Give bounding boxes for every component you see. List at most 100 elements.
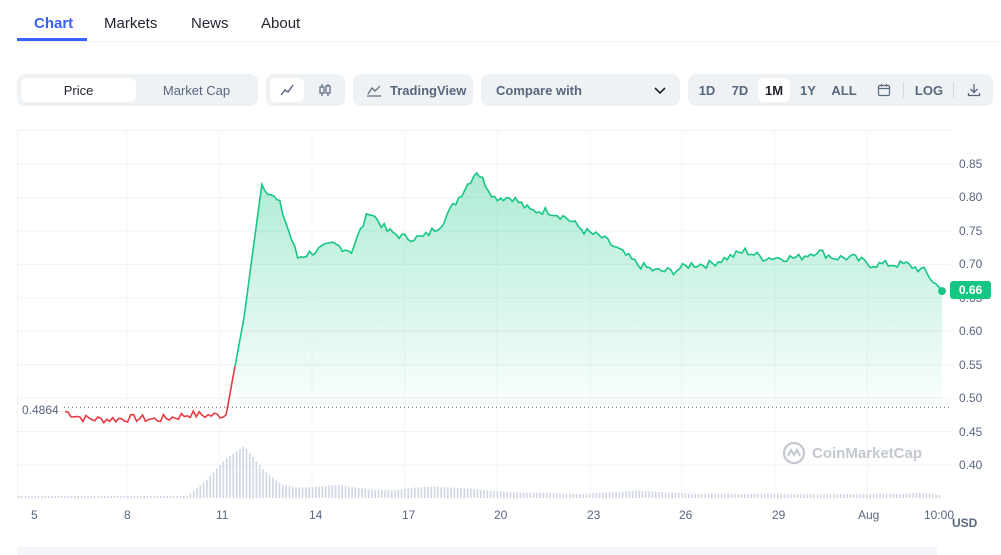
volume-bar	[344, 486, 347, 498]
volume-bar	[430, 486, 433, 498]
range-1y-button[interactable]: 1Y	[800, 82, 816, 98]
market-cap-button[interactable]: Market Cap	[162, 82, 231, 98]
volume-bar	[658, 491, 660, 498]
top-tabs: Chart Markets News About	[17, 0, 1001, 42]
volume-bar	[245, 448, 248, 498]
volume-bar	[826, 494, 829, 498]
volume-bars	[18, 446, 941, 498]
volume-bar	[763, 493, 766, 498]
volume-bar	[387, 490, 390, 498]
volume-bar	[588, 493, 591, 498]
x-tick-label: 8	[124, 508, 131, 522]
volume-bar	[506, 491, 508, 498]
volume-bar	[569, 493, 571, 498]
volume-bar	[410, 487, 413, 498]
volume-bar	[526, 492, 528, 498]
y-tick-label: 0.75	[959, 223, 983, 238]
line-chart-button[interactable]	[270, 78, 304, 102]
volume-bar	[654, 491, 657, 498]
volume-bar	[225, 458, 228, 498]
volume-bar	[846, 493, 848, 498]
volume-bar	[681, 493, 683, 498]
volume-bar	[694, 493, 697, 498]
volume-bar	[856, 494, 858, 498]
y-tick-label: 0.40	[959, 458, 983, 472]
volume-bar	[77, 496, 79, 498]
volume-bar	[427, 486, 429, 498]
chart-style-toggle	[266, 74, 345, 106]
volume-bar	[793, 494, 796, 498]
volume-bar	[529, 492, 532, 498]
volume-bar	[473, 489, 475, 498]
volume-bar	[351, 486, 353, 498]
volume-bar	[126, 496, 129, 498]
volume-bar	[909, 493, 911, 498]
candlestick-icon	[318, 84, 331, 96]
download-button[interactable]	[960, 78, 988, 102]
volume-bar	[90, 496, 93, 498]
volume-bar	[453, 487, 456, 498]
volume-bar	[18, 496, 20, 498]
volume-bar	[737, 493, 739, 498]
volume-bar	[905, 493, 908, 498]
candlestick-button[interactable]	[308, 78, 341, 102]
tradingview-button[interactable]: TradingView	[353, 74, 473, 106]
volume-bar	[183, 496, 185, 498]
volume-bar	[727, 493, 730, 498]
volume-bar	[618, 491, 621, 498]
range-1m-button[interactable]: 1M	[758, 78, 790, 102]
volume-bar	[103, 496, 106, 498]
volume-bar	[783, 494, 786, 498]
volume-bar	[308, 487, 310, 498]
volume-bar	[542, 492, 545, 498]
volume-bar	[810, 494, 812, 498]
volume-bar	[423, 486, 426, 498]
volume-bar	[684, 493, 687, 498]
log-scale-button[interactable]: LOG	[914, 82, 944, 98]
volume-bar	[252, 456, 254, 498]
volume-bar	[786, 494, 789, 498]
volume-bar	[480, 489, 482, 498]
volume-bar	[651, 491, 654, 498]
volume-bar	[750, 493, 753, 498]
volume-bar	[272, 477, 274, 498]
tab-chart[interactable]: Chart	[34, 15, 74, 32]
volume-bar	[107, 496, 109, 498]
volume-bar	[110, 496, 112, 498]
volume-bar	[354, 487, 357, 498]
tab-about[interactable]: About	[261, 15, 301, 32]
volume-bar	[67, 496, 70, 498]
volume-bar	[130, 496, 132, 498]
last-price-dot	[938, 287, 946, 296]
volume-bar	[64, 496, 66, 498]
tab-news[interactable]: News	[191, 15, 229, 32]
range-7d-button[interactable]: 7D	[731, 82, 749, 98]
volume-bar	[493, 491, 495, 498]
volume-bar	[31, 496, 33, 498]
volume-bar	[895, 493, 898, 498]
volume-bar	[552, 493, 555, 498]
volume-bar	[239, 449, 241, 498]
volume-bar	[575, 493, 578, 498]
y-tick-label: 0.45	[959, 424, 983, 439]
volume-bar	[496, 491, 499, 498]
calendar-button[interactable]	[870, 78, 898, 102]
volume-bar	[100, 496, 103, 498]
volume-bar	[41, 496, 43, 498]
volume-bar	[780, 494, 782, 498]
tab-markets[interactable]: Markets	[104, 15, 158, 32]
volume-bar	[602, 492, 604, 498]
volume-bar	[516, 492, 518, 498]
volume-bar	[704, 493, 706, 498]
range-all-button[interactable]: ALL	[831, 82, 857, 98]
price-marketcap-toggle: Price Market Cap	[17, 74, 258, 106]
volume-bar	[549, 493, 551, 498]
compare-with-select[interactable]: Compare with	[481, 74, 680, 106]
volume-bar	[328, 485, 330, 498]
range-1d-button[interactable]: 1D	[698, 82, 716, 98]
volume-bar	[143, 496, 145, 498]
volume-bar	[133, 496, 136, 498]
price-button[interactable]: Price	[21, 78, 136, 102]
volume-bar	[879, 493, 881, 498]
